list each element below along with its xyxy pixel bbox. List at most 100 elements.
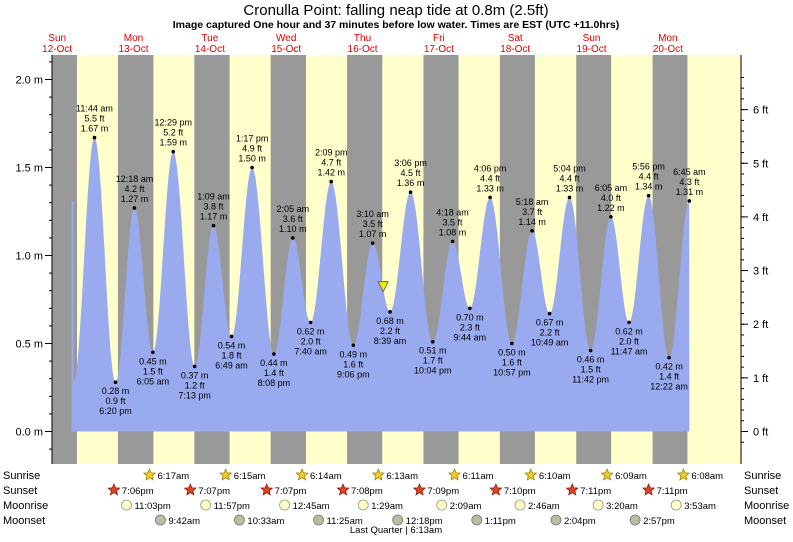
- low-tide-metres: 0.28 m: [102, 386, 130, 396]
- high-tide-point: [171, 149, 176, 154]
- low-tide-time: 10:49 am: [531, 338, 569, 348]
- moonset-time: 2:57pm: [643, 516, 675, 527]
- day-date-label: 19-Oct: [577, 44, 607, 55]
- low-tide-metres: 0.46 m: [577, 355, 605, 365]
- high-tide-feet: 5.5 ft: [84, 114, 105, 124]
- sunset-time: 7:08pm: [351, 486, 383, 497]
- high-tide-point: [291, 236, 295, 240]
- day-labels: Sun12-OctMon13-OctTue14-OctWed15-OctThu1…: [42, 33, 683, 55]
- low-tide-feet: 2.0 ft: [619, 336, 640, 346]
- day-name-label: Tue: [201, 33, 218, 44]
- low-tide-time: 12:22 am: [650, 382, 688, 392]
- sunset-icon: [183, 483, 197, 496]
- low-tide-metres: 0.62 m: [615, 326, 643, 336]
- day-name-label: Wed: [276, 33, 296, 44]
- high-tide-metres: 1.08 m: [439, 227, 467, 237]
- day-date-label: 16-Oct: [348, 44, 378, 55]
- sunrise-icon: [447, 468, 462, 481]
- high-tide-time: 2:09 pm: [315, 148, 348, 158]
- day-date-label: 13-Oct: [119, 44, 149, 55]
- moonset-icon: [234, 514, 245, 526]
- low-tide-metres: 0.70 m: [456, 312, 484, 322]
- low-tide-time: 6:20 pm: [99, 406, 132, 416]
- sunrise-icon: [142, 468, 157, 481]
- high-tide-time: 6:05 am: [595, 183, 628, 193]
- y-right-tick-label: 1 ft: [753, 373, 768, 385]
- low-tide-feet: 1.6 ft: [343, 359, 364, 369]
- high-tide-metres: 1.50 m: [238, 154, 266, 164]
- low-tide-time: 10:57 pm: [493, 368, 531, 378]
- moonset-time: 10:33am: [247, 516, 284, 527]
- high-tide-feet: 3.8 ft: [204, 202, 225, 212]
- low-tide-point: [627, 320, 631, 325]
- moonset-time: 2:04pm: [564, 516, 596, 527]
- high-tide-point: [450, 239, 455, 244]
- low-tide-point: [308, 320, 313, 325]
- moonrise-row-label-left: Moonrise: [3, 500, 48, 512]
- sunset-row-label-right: Sunset: [744, 485, 778, 497]
- low-tide-time: 11:42 pm: [572, 375, 609, 385]
- y-right-tick-label: 6 ft: [753, 105, 768, 117]
- low-tide-metres: 0.37 m: [181, 370, 209, 380]
- day-name-label: Sun: [48, 33, 66, 44]
- high-tide-feet: 4.9 ft: [242, 144, 263, 154]
- day-name-label: Mon: [124, 33, 143, 44]
- high-tide-metres: 1.31 m: [676, 187, 704, 197]
- moonrise-icon: [670, 499, 682, 511]
- moonrise-time: 11:57pm: [214, 501, 250, 512]
- sunset-row-label-left: Sunset: [3, 485, 37, 497]
- high-tide-point: [132, 206, 137, 210]
- high-tide-point: [211, 223, 216, 228]
- sunrise-icon: [219, 468, 233, 481]
- high-tide-point: [609, 214, 613, 219]
- y-right-tick-label: 0 ft: [753, 427, 768, 439]
- moonrise-time: 3:53am: [684, 501, 716, 512]
- chart-axes: 0.0 m 0.5 m 1.0 m 1.5 m 2.0 m 0 ft 1 ft 2 ft 3 f…: [15, 55, 768, 464]
- tide-extremes: 11:44 am5.5 ft1.67 m 0.28 m0.9 ft6:20 pm 1…: [76, 104, 706, 417]
- sunset-time: 7:10pm: [504, 486, 536, 497]
- sunset-icon: [412, 483, 427, 496]
- moonrise-time: 2:46am: [528, 501, 560, 512]
- current-tide-marker: [377, 281, 389, 293]
- low-tide-feet: 2.2 ft: [380, 326, 401, 336]
- high-tide-feet: 4.7 ft: [321, 158, 342, 168]
- day-date-label: 17-Oct: [424, 44, 454, 55]
- high-tide-metres: 1.22 m: [597, 203, 625, 213]
- low-tide-point: [113, 380, 118, 385]
- high-tide-metres: 1.27 m: [121, 194, 149, 204]
- moonset-row-label-left: Moonset: [3, 515, 45, 527]
- sunset-icon: [107, 483, 121, 496]
- moonset-icon: [471, 514, 483, 526]
- low-tide-feet: 1.6 ft: [502, 358, 523, 368]
- chart-title: Cronulla Point: falling neap tide at 0.8…: [243, 2, 548, 19]
- high-tide-point: [646, 193, 651, 198]
- high-tide-feet: 3.6 ft: [283, 214, 304, 224]
- day-name-label: Sat: [508, 33, 523, 44]
- sunrise-icon: [600, 468, 614, 481]
- low-tide-time: 7:13 pm: [178, 390, 211, 400]
- sunrise-time: 6:13am: [386, 471, 418, 482]
- sunrise-icon: [371, 468, 385, 481]
- high-tide-feet: 4.2 ft: [124, 184, 145, 194]
- high-tide-feet: 4.0 ft: [601, 193, 622, 203]
- sunrise-icon: [676, 468, 690, 481]
- low-tide-feet: 0.9 ft: [105, 396, 126, 406]
- high-tide-time: 5:56 pm: [632, 162, 665, 172]
- moonrise-time: 11:03pm: [134, 501, 170, 512]
- low-tide-time: 8:08 pm: [258, 378, 291, 388]
- sunrise-icon: [295, 468, 309, 481]
- high-tide-point: [329, 179, 334, 184]
- sunrise-time: 6:15am: [234, 471, 266, 482]
- moonrise-icon: [436, 499, 448, 511]
- high-tide-feet: 4.3 ft: [679, 177, 700, 187]
- sunset-time: 7:09pm: [427, 486, 459, 497]
- low-tide-metres: 0.62 m: [297, 326, 325, 336]
- high-tide-metres: 1.33 m: [476, 183, 504, 193]
- low-tide-feet: 1.4 ft: [659, 372, 680, 382]
- low-tide-time: 11:47 am: [611, 346, 648, 356]
- high-tide-metres: 1.10 m: [279, 224, 307, 234]
- day-name-label: Mon: [658, 33, 677, 44]
- sunset-icon: [260, 483, 274, 496]
- high-tide-time: 6:45 am: [673, 167, 706, 177]
